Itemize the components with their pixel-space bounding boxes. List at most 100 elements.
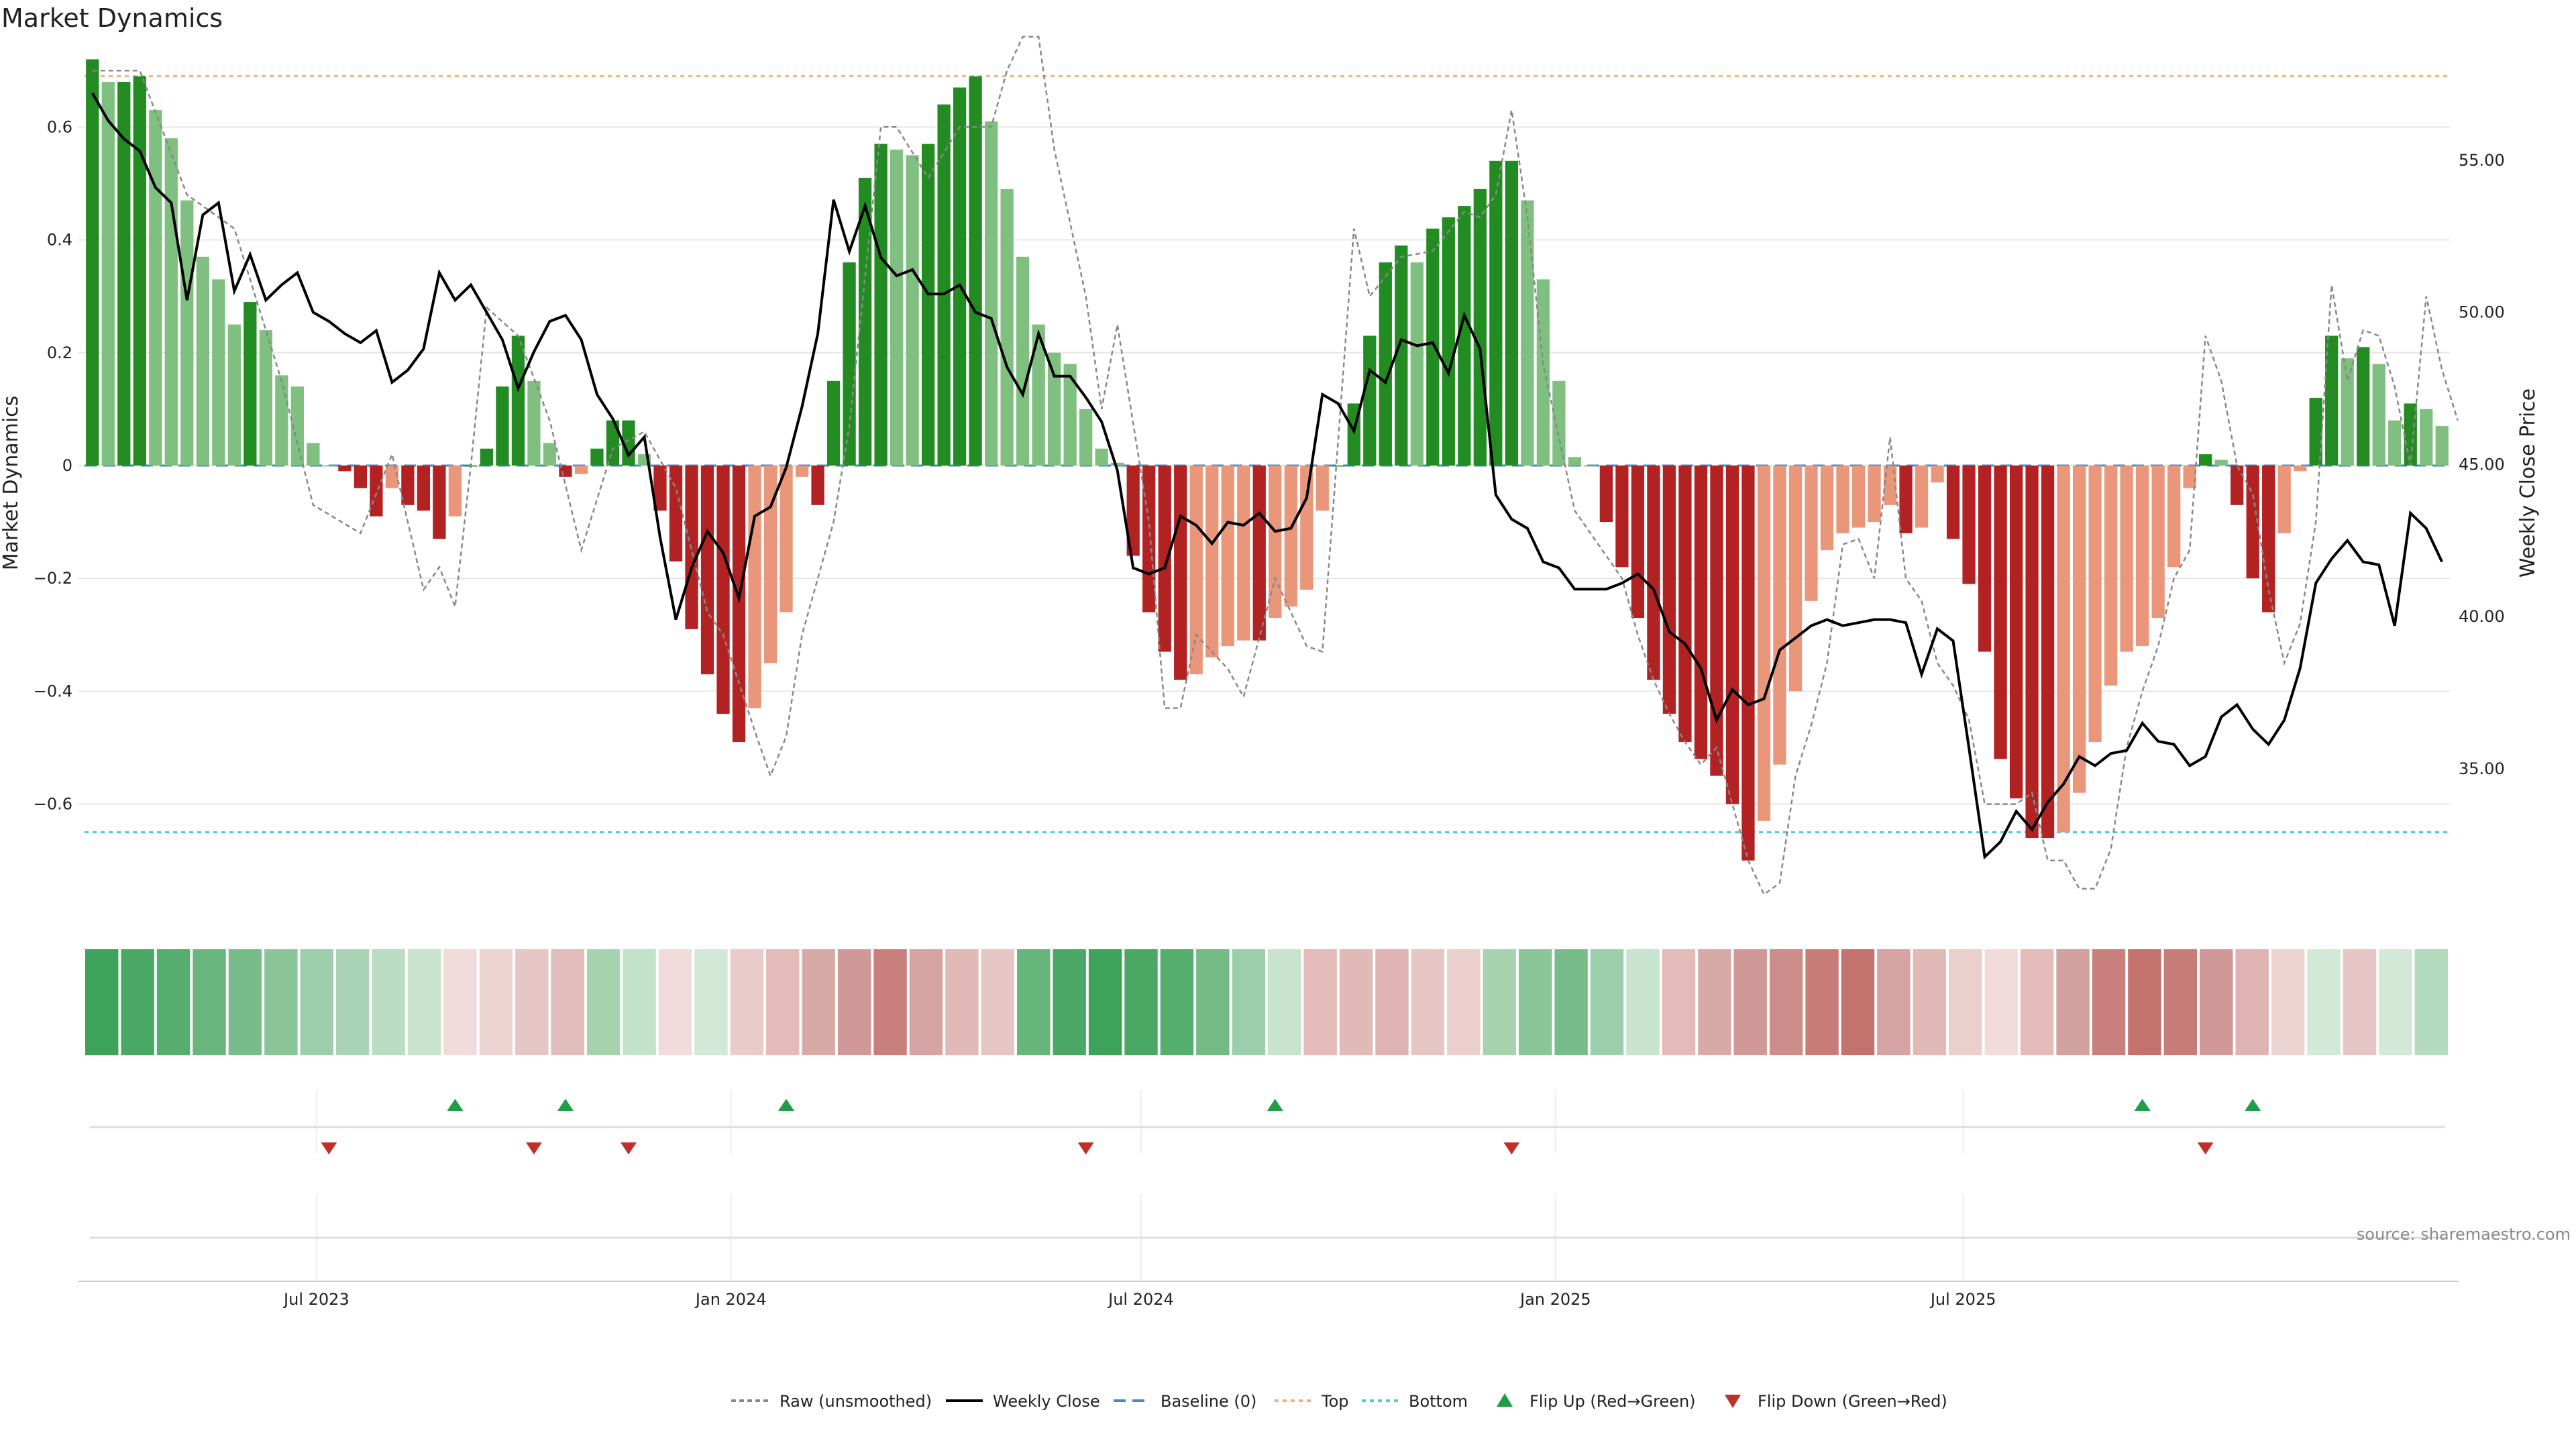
dynamics-bar xyxy=(401,465,415,505)
dynamics-bar xyxy=(511,335,525,466)
dynamics-bar xyxy=(890,149,904,466)
y-left-tick-label: 0.4 xyxy=(47,231,72,250)
dynamics-bar xyxy=(669,465,683,561)
dynamics-bar xyxy=(1631,465,1645,619)
dynamics-bar xyxy=(1079,409,1093,466)
regime-cell xyxy=(372,949,405,1055)
regime-cell xyxy=(1662,949,1696,1055)
regime-cell xyxy=(1841,949,1875,1055)
flip-up-marker xyxy=(778,1099,795,1111)
dynamics-bar xyxy=(101,82,115,466)
dynamics-bar xyxy=(1426,228,1440,466)
dynamics-bar xyxy=(1379,262,1392,466)
regime-cell xyxy=(2163,949,2198,1055)
y-right-tick-label: 35.00 xyxy=(2459,759,2505,778)
regime-cell xyxy=(1769,949,1803,1055)
source-label: source: sharemaestro.com xyxy=(2357,1225,2571,1244)
dynamics-bar xyxy=(2041,465,2055,839)
dynamics-bar xyxy=(1678,465,1692,743)
dynamics-bar xyxy=(1395,245,1408,466)
flip-down-marker xyxy=(2197,1142,2214,1155)
dynamics-bar xyxy=(1410,262,1424,466)
regime-cell xyxy=(1017,949,1051,1055)
regime-cell xyxy=(264,949,298,1055)
dynamics-bar xyxy=(433,465,446,539)
regime-cell xyxy=(945,949,979,1055)
regime-cell xyxy=(1160,949,1194,1055)
regime-cell xyxy=(1949,949,1982,1055)
regime-cell xyxy=(443,949,477,1055)
y-axis-left-title: Market Dynamics xyxy=(0,396,23,571)
dynamics-bar xyxy=(622,420,635,466)
y-axis-right-title: Weekly Close Price xyxy=(2516,388,2540,578)
dynamics-bar xyxy=(448,465,462,517)
regime-cell xyxy=(2056,949,2090,1055)
regime-cell xyxy=(156,949,191,1055)
dynamics-bar xyxy=(370,465,383,517)
dynamics-bar xyxy=(1332,465,1345,467)
dynamics-bar xyxy=(1521,200,1534,466)
dynamics-bar xyxy=(133,76,146,466)
regime-cell xyxy=(335,949,370,1055)
flip-down-marker xyxy=(1077,1142,1094,1155)
dynamics-bar xyxy=(953,87,967,466)
regime-cell xyxy=(1375,949,1409,1055)
dynamics-bar xyxy=(1363,335,1377,466)
regime-cell xyxy=(1088,949,1122,1055)
dynamics-bar xyxy=(1016,256,1030,466)
dynamics-bar xyxy=(1252,465,1266,641)
y-left-tick-label: 0 xyxy=(62,456,72,475)
dynamics-bar xyxy=(574,465,588,474)
regime-cell xyxy=(2128,949,2161,1055)
dynamics-bar xyxy=(1095,448,1108,466)
dynamics-bar xyxy=(1725,465,1739,804)
regime-cell xyxy=(1232,949,1265,1055)
dynamics-bar xyxy=(307,443,320,466)
regime-cell xyxy=(1196,949,1230,1055)
regime-cell xyxy=(85,949,119,1055)
dynamics-bar xyxy=(2104,465,2118,686)
y-right-tick-label: 45.00 xyxy=(2459,455,2505,474)
dynamics-bar xyxy=(1505,160,1518,466)
dynamics-bar xyxy=(732,465,746,743)
y-left-tick-label: −0.4 xyxy=(34,682,72,700)
legend-label: Baseline (0) xyxy=(1161,1392,1256,1411)
regime-cell xyxy=(1626,949,1660,1055)
dynamics-bar xyxy=(1946,465,1960,539)
dynamics-bar xyxy=(322,465,335,467)
dynamics-bar xyxy=(117,82,131,466)
dynamics-bar xyxy=(275,375,288,466)
dynamics-bar xyxy=(180,200,194,466)
dynamics-bar xyxy=(2277,465,2291,533)
dynamics-bar xyxy=(496,386,509,466)
x-tick-label: Jul 2025 xyxy=(1929,1290,1996,1309)
dynamics-bar xyxy=(2199,454,2212,466)
regime-cell xyxy=(694,949,728,1055)
dynamics-bar xyxy=(1316,465,1329,511)
regime-cell xyxy=(623,949,656,1055)
regime-cell xyxy=(2092,949,2126,1055)
weekly-close-line xyxy=(91,93,2444,860)
regime-strip xyxy=(85,949,2448,1055)
dynamics-bar xyxy=(2341,358,2354,466)
regime-cell xyxy=(1913,949,1947,1055)
y-right-tick-label: 40.00 xyxy=(2459,607,2505,626)
dynamics-bar xyxy=(1048,352,1061,466)
flip-up-marker xyxy=(1267,1099,1283,1111)
regime-cell xyxy=(1805,949,1839,1055)
legend-label: Top xyxy=(1321,1392,1349,1411)
y-right-tick-label: 50.00 xyxy=(2459,303,2505,322)
regime-cell xyxy=(1554,949,1588,1055)
dynamics-bar xyxy=(969,76,982,466)
regime-cell xyxy=(2020,949,2054,1055)
y-axis-left: 0.6 0.4 0.2 0 −0.2 −0.4 −0.6 xyxy=(34,117,72,813)
regime-cell xyxy=(228,949,262,1055)
legend-swatch xyxy=(1497,1393,1513,1407)
dynamics-bar xyxy=(1000,189,1014,466)
dynamics-bar xyxy=(2357,347,2370,466)
dynamics-bar xyxy=(2214,460,2228,466)
dynamics-bar xyxy=(1142,465,1156,612)
regime-cell xyxy=(1268,949,1301,1055)
dynamics-bar xyxy=(527,380,541,466)
flip-up-marker xyxy=(2245,1099,2261,1111)
